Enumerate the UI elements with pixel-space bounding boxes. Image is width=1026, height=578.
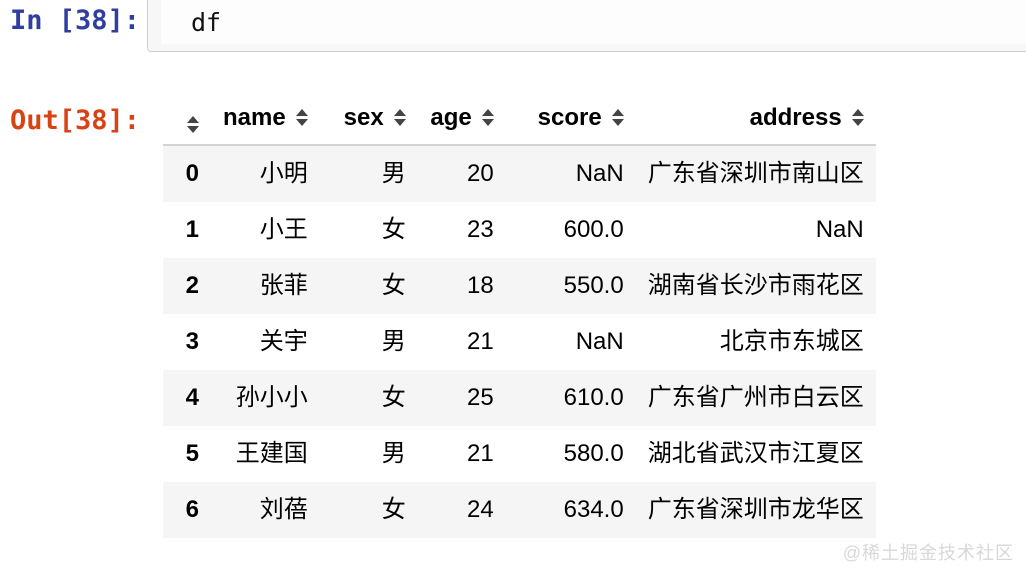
column-header-label: name (223, 103, 286, 131)
table-row: 5 王建国 男 21 580.0 湖北省武汉市江夏区 (163, 426, 876, 482)
row-index-cell: 3 (185, 328, 199, 355)
cell-name: 刘蓓 (259, 496, 308, 523)
cell-age: 21 (467, 328, 494, 355)
cell-age: 20 (467, 160, 494, 187)
column-header-inner: address (750, 103, 864, 132)
sort-icon (187, 116, 199, 133)
sort-up-arrow-icon (187, 116, 199, 123)
dataframe-table: name sex age score address 0 小明男 20 NaN 广东省深圳市南山… (163, 90, 876, 538)
table-row: 0 小明 男 20 NaN 广东省深圳市南山区 (163, 145, 876, 202)
cell-score: 634.0 (563, 496, 624, 523)
cell-address: 广东省深圳市龙华区 (647, 496, 864, 523)
sort-up-arrow-icon (611, 108, 624, 116)
cell-name: 小王 (259, 216, 308, 243)
table-row: 3 关宇 男 21 NaN 北京市东城区 (163, 314, 876, 370)
sort-icon (611, 108, 624, 126)
cell-name: 关宇 (259, 328, 308, 355)
cell-score: 600.0 (563, 216, 624, 243)
cell-age: 21 (467, 440, 494, 467)
cell-sex: 女 (381, 496, 406, 523)
cell-address: 广东省深圳市南山区 (647, 160, 864, 187)
column-header-label: address (749, 103, 842, 131)
column-header-address[interactable]: address (635, 90, 876, 146)
sort-down-arrow-icon (187, 126, 199, 133)
sort-down-arrow-icon (295, 118, 308, 126)
cell-name: 张菲 (259, 272, 308, 299)
cell-sex: 男 (381, 440, 406, 467)
column-header-inner: name (223, 103, 308, 132)
sort-icon (851, 108, 864, 126)
code-text[interactable]: df (191, 8, 222, 37)
column-header-name[interactable]: name (211, 90, 320, 146)
cell-sex: 男 (381, 328, 406, 355)
table-body: 0 小明男 20 NaN 广东省深圳市南山区 1 小王女 23 600.0 NaN 2 张菲女 18 55… (163, 145, 876, 538)
code-editor-line[interactable]: df (161, 0, 1026, 44)
column-header-label: score (537, 103, 602, 131)
column-header-label: sex (343, 103, 384, 131)
cell-address: 北京市东城区 (719, 328, 864, 355)
cell-address: 湖北省武汉市江夏区 (647, 440, 864, 467)
column-header-index-inner (187, 116, 199, 133)
table-row: 2 张菲 女 18 550.0 湖南省长沙市雨花区 (163, 258, 876, 314)
sort-down-arrow-icon (851, 118, 864, 126)
sort-up-arrow-icon (295, 108, 308, 116)
column-header-age[interactable]: age (417, 90, 506, 146)
code-input-area[interactable]: df (147, 0, 1026, 52)
table-row: 4 孙小小 女 25 610.0 广东省广州市白云区 (163, 370, 876, 426)
sort-up-arrow-icon (851, 108, 864, 116)
cell-score: NaN (575, 160, 624, 187)
column-header-sex[interactable]: sex (319, 90, 418, 146)
table-header-row: name sex age score address (163, 90, 876, 146)
column-header-inner: score (538, 103, 624, 132)
watermark: @稀土掘金技术社区 (842, 543, 1014, 563)
sort-down-arrow-icon (481, 118, 494, 126)
column-header-label: age (430, 103, 472, 131)
cell-sex: 女 (381, 384, 406, 411)
row-index-cell: 2 (185, 272, 199, 299)
cell-name: 王建国 (235, 440, 308, 467)
dataframe-output: name sex age score address 0 小明男 20 NaN 广东省深圳市南山… (163, 90, 1026, 538)
row-index-cell: 6 (185, 496, 199, 523)
cell-score: NaN (575, 328, 624, 355)
cell-age: 24 (467, 496, 494, 523)
input-prompt: In [38]: (9, 5, 140, 36)
cell-name: 孙小小 (235, 384, 308, 411)
cell-address: NaN (815, 216, 864, 243)
sort-up-arrow-icon (481, 108, 494, 116)
cell-sex: 女 (381, 272, 406, 299)
row-index-cell: 5 (185, 440, 199, 467)
cell-address: 湖南省长沙市雨花区 (647, 272, 864, 299)
sort-icon (393, 108, 406, 126)
cell-score: 550.0 (563, 272, 624, 299)
cell-sex: 男 (381, 160, 406, 187)
table-row: 6 刘蓓 女 24 634.0 广东省深圳市龙华区 (163, 482, 876, 538)
table-row: 1 小王 女 23 600.0 NaN (163, 202, 876, 258)
cell-score: 610.0 (563, 384, 624, 411)
cell-age: 25 (467, 384, 494, 411)
sort-down-arrow-icon (393, 118, 406, 126)
cell-score: 580.0 (563, 440, 624, 467)
column-header-inner: sex (344, 103, 406, 132)
row-index-cell: 1 (185, 216, 199, 243)
column-header-index[interactable] (163, 90, 211, 146)
column-header-score[interactable]: score (505, 90, 636, 146)
sort-icon (481, 108, 494, 126)
code-cell: In [38]: df (0, 0, 1026, 52)
table-header: name sex age score address (163, 90, 876, 146)
column-header-inner: age (430, 103, 494, 132)
sort-down-arrow-icon (611, 118, 624, 126)
cell-age: 18 (467, 272, 494, 299)
row-index-cell: 0 (185, 160, 199, 187)
row-index-cell: 4 (185, 384, 199, 411)
cell-address: 广东省广州市白云区 (647, 384, 864, 411)
output-area: Out[38]: name sex age score address 0 小明男 20 Na… (0, 90, 1026, 538)
cell-sex: 女 (381, 216, 406, 243)
output-prompt: Out[38]: (9, 105, 140, 136)
sort-icon (295, 108, 308, 126)
sort-up-arrow-icon (393, 108, 406, 116)
cell-name: 小明 (259, 160, 308, 187)
cell-age: 23 (467, 216, 494, 243)
